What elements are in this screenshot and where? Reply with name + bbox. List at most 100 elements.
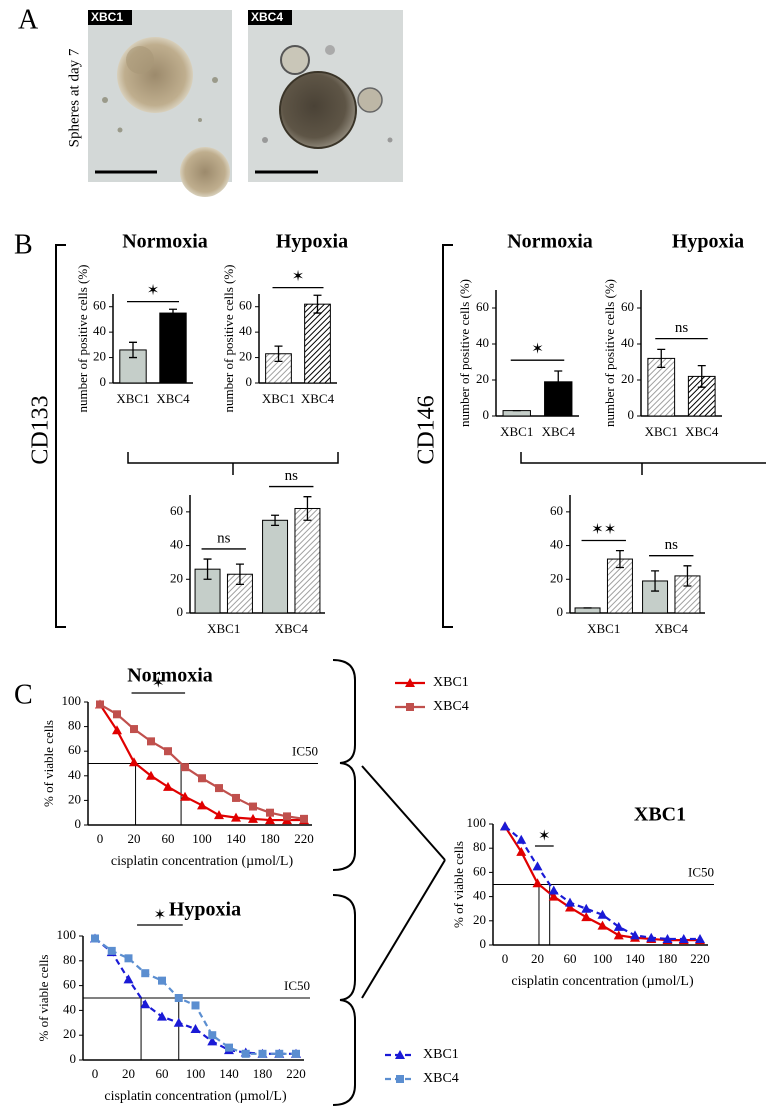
error-bar: [313, 294, 322, 314]
y-tick-label: 20: [170, 570, 183, 585]
y-tick-label: 60: [170, 503, 183, 518]
x-tick-label: 100: [593, 951, 613, 966]
bar: [574, 607, 601, 614]
y-tick-label: 0: [628, 407, 635, 422]
y-tick-label: 40: [239, 323, 252, 338]
error-bar: [615, 549, 624, 569]
x-tick-label: XBC1: [207, 621, 240, 636]
x-axis-label: cisplatin concentration (µmol/L): [511, 974, 694, 989]
y-tick-label: 60: [239, 298, 252, 313]
marker: [107, 946, 116, 955]
marker: [163, 781, 173, 791]
panel-label: B: [14, 229, 33, 260]
y-tick-label: 0: [480, 936, 487, 951]
marker: [140, 999, 151, 1009]
legend-marker: [405, 678, 415, 687]
error-bar: [303, 496, 312, 521]
y-tick-label: 20: [93, 349, 106, 364]
bar: [544, 381, 573, 417]
y-tick-label: 100: [467, 815, 487, 830]
y-tick-label: 40: [550, 537, 563, 552]
marker: [124, 954, 133, 963]
marker: [91, 934, 99, 943]
significance-label: ✶✶: [591, 522, 616, 538]
significance-label: ✶: [292, 269, 305, 285]
bar: [294, 507, 321, 614]
marker: [662, 933, 673, 943]
marker: [158, 976, 166, 985]
marker: [292, 1049, 300, 1058]
reference-label: IC50: [284, 978, 310, 993]
marker: [646, 932, 657, 942]
legend-label: XBC4: [423, 1071, 459, 1086]
marker: [164, 747, 172, 756]
x-tick-label: XBC4: [156, 391, 190, 406]
y-tick-label: 20: [473, 912, 486, 927]
y-axis-label: number of positive cells (%): [75, 264, 90, 412]
chart-title: Normoxia: [507, 231, 593, 253]
y-tick-label: 20: [63, 1026, 76, 1041]
x-tick-label: XBC1: [500, 424, 533, 439]
marker: [173, 1017, 184, 1027]
marker: [180, 791, 190, 801]
y-tick-label: 40: [473, 888, 486, 903]
legend-label: XBC4: [433, 699, 469, 714]
marker: [258, 1049, 267, 1058]
y-tick-label: 100: [57, 927, 77, 942]
legend-marker: [396, 1075, 404, 1083]
y-tick-label: 60: [63, 977, 76, 992]
marker: [300, 814, 308, 823]
y-axis-label: number of positive cells (%): [221, 264, 236, 412]
marker: [249, 802, 257, 811]
x-tick-label: 140: [625, 951, 645, 966]
image-label: XBC4: [251, 10, 283, 24]
marker: [548, 885, 559, 895]
y-tick-label: 0: [483, 407, 490, 422]
marker: [214, 810, 224, 820]
marker: [207, 1036, 218, 1046]
brackets: [55, 244, 766, 1106]
bar: [502, 410, 531, 417]
y-axis-label: number of positive cells (%): [602, 279, 617, 427]
y-tick-label: 20: [476, 371, 489, 386]
image-label: XBC1: [91, 10, 123, 24]
marker: [695, 933, 705, 943]
x-tick-label: 0: [97, 831, 104, 846]
y-tick-label: 20: [239, 349, 252, 364]
y-tick-label: 0: [177, 604, 184, 619]
marker: [265, 815, 275, 825]
marker: [532, 878, 543, 888]
y-tick-label: 60: [550, 503, 563, 518]
error-bar: [129, 341, 137, 359]
error-bar: [651, 570, 660, 592]
marker: [191, 1001, 200, 1010]
chart-title: Hypoxia: [672, 231, 744, 253]
significance-label: ✶: [538, 828, 551, 844]
marker: [181, 763, 189, 772]
y-tick-label: 40: [621, 335, 634, 350]
reference-label: IC50: [292, 743, 318, 758]
marker: [141, 969, 150, 978]
significance-label: ✶: [152, 675, 165, 691]
marker: [630, 930, 640, 940]
y-tick-label: 60: [476, 299, 489, 314]
significance-label: ✶: [154, 907, 167, 923]
x-tick-label: XBC1: [645, 424, 678, 439]
y-tick-label: 40: [476, 335, 489, 350]
marker: [565, 902, 575, 912]
significance-label: ✶: [147, 283, 160, 299]
x-tick-label: 60: [156, 1066, 169, 1081]
y-axis-label: % of viable cells: [36, 955, 51, 1042]
error-bar: [271, 514, 280, 526]
marker: [96, 700, 104, 709]
x-tick-label: 0: [502, 951, 509, 966]
x-tick-label: 100: [186, 1066, 206, 1081]
marker: [565, 897, 575, 907]
legend-marker: [395, 1050, 405, 1059]
x-tick-label: XBC4: [685, 424, 719, 439]
x-tick-label: 140: [219, 1066, 239, 1081]
marker: [581, 912, 592, 922]
marker: [283, 812, 291, 821]
bar: [262, 519, 289, 614]
